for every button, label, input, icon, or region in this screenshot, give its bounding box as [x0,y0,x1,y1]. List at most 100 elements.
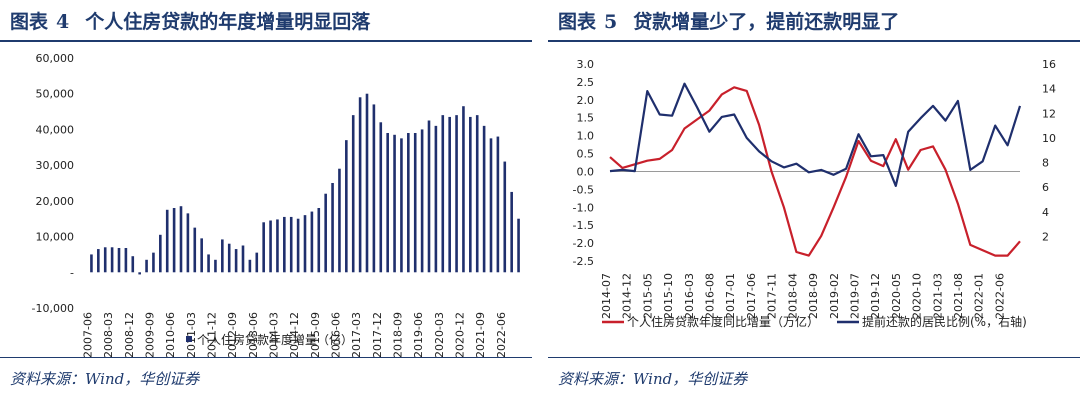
y-tick-label: -0.5 [573,183,594,196]
bar [303,215,307,273]
bar [227,243,231,273]
bar [448,116,451,273]
x-tick-label: 2014-12 [288,312,301,358]
x-tick-label: 2011-12 [205,312,218,358]
x-tick-label: 2022-06 [993,273,1006,319]
x-tick-label: 2010-06 [164,312,177,358]
y-tick-label: 1.5 [577,112,595,125]
bar [345,140,348,273]
bar [413,133,417,273]
x-tick-label: 2017-03 [350,312,363,358]
left-title-text: 个人住房贷款的年度增量明显回落 [85,11,371,33]
y-tick-label: 3.0 [577,58,595,71]
y2-tick-label: 4 [1042,206,1049,219]
bar [482,125,486,273]
bar [159,234,162,273]
bar [489,138,493,273]
right-source-note: 资料来源：Wind，华创证券 [558,370,748,388]
bar [90,254,93,273]
y-tick-label: -2.5 [573,255,594,268]
bar [207,254,210,273]
x-tick-label: 2020-03 [433,312,446,358]
bar [255,252,259,273]
x-tick-label: 2019-06 [412,312,425,358]
x-tick-label: 2011-03 [185,312,198,358]
legend-label: 提前还款的居民比例(%，右轴) [862,314,1027,329]
x-tick-label: 2016-08 [704,273,717,319]
right-source-rule [548,357,1080,358]
x-tick-label: 2021-09 [474,312,487,358]
bar [269,220,272,273]
x-tick-label: 2017-11 [766,273,779,319]
bar [103,247,107,273]
bar [400,138,403,273]
y-tick-label: 2.0 [577,94,595,107]
x-tick-label: 2022-01 [973,273,986,319]
x-tick-label: 2020-12 [453,312,466,358]
bar [193,227,197,273]
x-tick-label: 2018-04 [786,273,799,319]
y-tick-label: 50,000 [36,88,75,101]
bar [248,259,252,273]
left-source-rule [0,357,532,358]
legend-swatch [186,336,192,342]
bar [462,106,465,273]
y-tick-label: -2.0 [573,237,594,250]
bar [131,256,135,273]
y-tick-label: - [70,266,74,279]
bar [393,134,396,273]
x-tick-label: 2008-03 [102,312,115,358]
bar [310,211,314,273]
x-tick-label: 2017-01 [724,273,737,319]
y-tick-label: 60,000 [36,52,75,65]
bar [441,115,445,273]
bar [317,208,321,273]
y2-tick-label: 2 [1042,230,1049,243]
y-tick-label: 0.5 [577,148,595,161]
bar [427,120,431,273]
x-tick-label: 2022-06 [495,312,508,358]
x-tick-label: 2008-12 [123,312,136,358]
bar [172,208,176,273]
bar [97,249,100,273]
bar [221,239,224,273]
bar [152,252,155,273]
x-tick-label: 2012-09 [226,312,239,358]
bar [434,125,438,273]
housing-loan-bar-chart: -10,000-10,00020,00030,00040,00050,00060… [32,52,520,358]
right-title-text: 贷款增量少了，提前还款明显了 [633,11,900,33]
x-tick-label: 2021-03 [931,273,944,319]
bar [289,216,293,273]
bar [475,115,479,273]
x-tick-label: 2018-09 [391,312,404,358]
bar [283,216,286,273]
x-tick-label: 2014-12 [621,273,634,319]
bar [179,206,183,273]
y-tick-label: 2.5 [577,76,595,89]
x-tick-label: 2009-09 [143,312,156,358]
y2-tick-label: 8 [1042,157,1049,170]
bar [145,259,148,273]
bar [517,218,520,273]
x-tick-label: 2017-06 [745,273,758,319]
x-tick-label: 2014-07 [600,273,613,319]
bar [324,193,327,273]
bar [469,116,472,273]
y2-tick-label: 16 [1042,58,1056,71]
bar [241,245,245,273]
y-tick-label: 10,000 [36,231,75,244]
x-tick-label: 2021-08 [952,273,965,319]
x-tick-label: 2007-06 [81,312,94,358]
y2-tick-label: 10 [1042,132,1056,145]
x-tick-label: 2015-05 [641,273,654,319]
left-chart-panel: 图表 4 个人住房贷款的年度增量明显回落 -10,000-10,000 20,000 3… [0,0,532,407]
bar [117,248,121,273]
bar [124,248,128,273]
right-title-number: 5 [604,11,618,33]
y2-tick-label: 14 [1042,83,1056,96]
red-series-line [609,86,1021,257]
right-chart-title: 图表 5 贷款增量少了，提前还款明显了 [558,7,899,34]
x-tick-label: 2019-12 [869,273,882,319]
y-tick-label: 30,000 [36,159,75,172]
bar [276,219,279,273]
